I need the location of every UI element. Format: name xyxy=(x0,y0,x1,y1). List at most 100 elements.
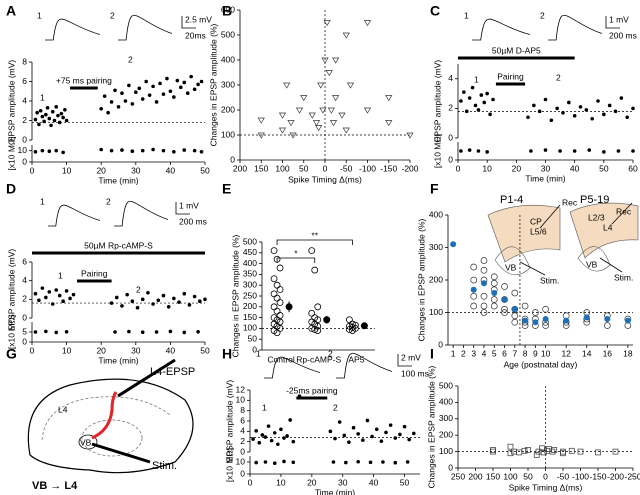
resistance-point xyxy=(33,330,38,334)
point xyxy=(329,120,338,127)
y-tick-label: 150 xyxy=(243,312,257,322)
epsp-trace xyxy=(548,14,603,41)
amplitude-point xyxy=(113,88,117,93)
point xyxy=(348,327,356,334)
diagram: L4-EPSP L4 VB Stim. VB → L4 xyxy=(27,358,195,492)
amplitude-point xyxy=(61,115,65,120)
y-tick-label: 0 xyxy=(240,468,245,478)
resistance-point xyxy=(44,329,48,334)
amplitude-point xyxy=(45,106,50,110)
point xyxy=(501,305,508,313)
epsp-trace xyxy=(336,352,393,379)
amplitude-point xyxy=(172,296,176,301)
point xyxy=(490,279,498,287)
mean-point xyxy=(563,317,570,324)
y-tick-label: 400 xyxy=(243,258,257,268)
mean-point xyxy=(583,314,590,321)
mean-point xyxy=(542,316,549,322)
amplitude-point xyxy=(328,429,333,434)
resistance-point xyxy=(602,150,606,154)
x-axis-label: Spike Timing Δ(ms) xyxy=(288,174,362,184)
inset-label: VB xyxy=(505,262,517,272)
amplitude-point xyxy=(590,116,594,121)
amplitude-point xyxy=(526,115,530,120)
resistance-point xyxy=(61,150,65,155)
amplitude-point xyxy=(347,440,351,444)
segment-label: 2 xyxy=(136,284,141,294)
y-tick-label: 300 xyxy=(221,79,235,89)
y-tick-label: 8 xyxy=(22,56,27,66)
amplitude-point xyxy=(151,302,155,306)
amplitude-point xyxy=(342,433,347,438)
point xyxy=(480,309,488,316)
y-tick-label: 500 xyxy=(243,236,257,246)
point xyxy=(533,452,540,458)
panel-label: B xyxy=(222,3,232,19)
y-tick-label: 250 xyxy=(243,290,257,300)
point xyxy=(278,127,287,134)
amplitude-point xyxy=(158,81,162,86)
resistance-point xyxy=(192,148,197,153)
x-tick-label: 100 xyxy=(275,163,289,173)
point xyxy=(295,107,304,114)
mean-point xyxy=(470,286,477,293)
amplitude-point xyxy=(125,292,129,297)
amplitude-point xyxy=(596,99,600,103)
x-tick-label: 5 xyxy=(492,348,497,358)
point xyxy=(568,447,575,454)
amplitude-point xyxy=(464,109,469,114)
resistance-point xyxy=(130,149,135,154)
segment-label: 2 xyxy=(556,72,561,82)
point xyxy=(325,70,333,77)
amplitude-point xyxy=(491,97,495,102)
inset-label: L4 xyxy=(603,222,613,232)
amplitude-point xyxy=(102,94,107,98)
resistance-point xyxy=(485,150,489,154)
amplitude-point xyxy=(127,83,131,88)
diagram-label: Stim. xyxy=(152,460,177,472)
y-tick-label: 8 xyxy=(240,405,245,415)
point xyxy=(308,309,316,317)
amplitude-point xyxy=(175,78,180,83)
y-tick-label: 6 xyxy=(240,415,245,425)
amplitude-point xyxy=(412,431,416,436)
y-tick-label: 4 xyxy=(240,426,245,436)
y-tick-label: 400 xyxy=(429,209,443,219)
resistance-point xyxy=(151,147,155,152)
point xyxy=(490,302,498,310)
electrode xyxy=(519,261,546,276)
mean-point xyxy=(511,306,518,313)
y-tick-label: 4 xyxy=(22,275,27,285)
x-tick-label: 10 xyxy=(62,165,72,175)
diagram-label: L4-EPSP xyxy=(150,366,195,378)
scale-label: 1 mV xyxy=(609,14,629,24)
y-tick-label: 4 xyxy=(22,95,27,105)
y-tick-label: 12 xyxy=(236,384,246,394)
resistance-point xyxy=(113,330,117,334)
mean-point xyxy=(522,317,529,324)
amplitude-point xyxy=(482,100,487,105)
x-tick-label: 150 xyxy=(254,163,268,173)
mean-point xyxy=(285,303,293,311)
amplitude-point xyxy=(109,301,114,305)
point xyxy=(314,327,322,334)
resistance-point xyxy=(120,148,124,152)
y-tick-label: 0 xyxy=(448,154,453,164)
segment-label: 2 xyxy=(128,54,133,64)
point xyxy=(314,303,322,311)
diagram-label: L4 xyxy=(58,404,68,414)
point xyxy=(470,302,478,310)
amplitude-point xyxy=(631,106,635,111)
x-axis-label: Age (postnatal day) xyxy=(504,359,578,369)
resistance-point xyxy=(587,148,592,152)
x-tick-label: 0 xyxy=(456,163,461,173)
resistance-point xyxy=(127,329,131,334)
amplitude-point xyxy=(584,108,589,112)
trace-label: 1 xyxy=(40,196,45,206)
vb-nucleus xyxy=(78,434,98,450)
resistance-point xyxy=(405,460,410,464)
scale-label: 2.5 mV xyxy=(185,14,212,24)
amplitude-point xyxy=(57,293,62,298)
resistance-point xyxy=(263,460,268,464)
resistance-point xyxy=(64,330,69,334)
